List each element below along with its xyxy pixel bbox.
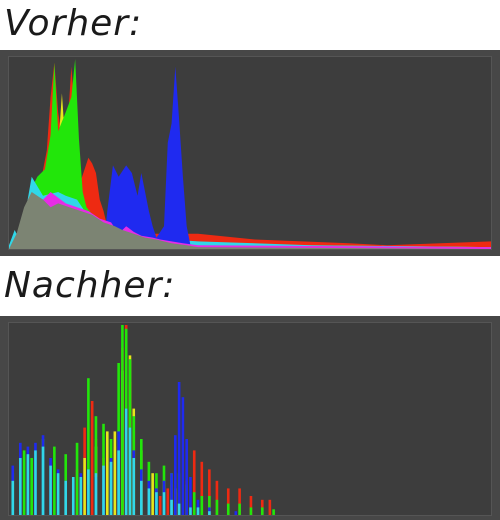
after-red-bar xyxy=(166,488,170,515)
after-histogram-panel xyxy=(0,316,500,520)
after-blue-bar xyxy=(181,397,185,515)
after-green-bar xyxy=(272,509,275,515)
after-blue-bar xyxy=(189,477,192,515)
after-cyan-bar xyxy=(79,477,83,515)
before-histogram-panel xyxy=(0,50,500,256)
after-cyan-bar xyxy=(11,480,15,515)
after-cyan-bar xyxy=(26,454,30,515)
after-green-bar xyxy=(94,416,98,515)
after-green-bar xyxy=(53,446,56,515)
after-blue-bar xyxy=(170,473,173,515)
after-yellow-bar xyxy=(151,473,154,515)
after-yellow-bar xyxy=(113,431,117,515)
after-cyan-bar xyxy=(71,477,75,515)
after-yellow-bar xyxy=(83,458,86,515)
after-cyan-bar xyxy=(64,480,68,515)
after-red-bar xyxy=(192,450,196,515)
after-red-bar xyxy=(90,401,94,515)
after-cyan-bar xyxy=(128,427,132,515)
after-cyan-bar xyxy=(117,450,120,515)
after-cyan-bar xyxy=(124,408,128,515)
after-cyan-bar xyxy=(140,480,143,515)
before-magenta-channel xyxy=(18,192,491,249)
after-cyan-bar xyxy=(34,450,37,515)
before-label: Vorher: xyxy=(4,3,143,44)
after-green-bar xyxy=(75,442,79,515)
after-histogram-plot xyxy=(8,322,492,516)
after-cyan-bar xyxy=(41,446,45,515)
after-yellow-bar xyxy=(105,431,109,515)
after-cyan-bar xyxy=(147,488,151,515)
after-cyan-bar xyxy=(132,458,136,515)
after-cyan-bar xyxy=(19,458,22,515)
after-cyan-bar xyxy=(49,465,52,515)
after-red-bar xyxy=(158,496,162,515)
after-green-bar xyxy=(192,492,196,515)
after-blue-bar xyxy=(174,435,177,515)
after-green-bar xyxy=(260,507,264,515)
after-green-bar xyxy=(226,503,230,515)
after-cyan-bar xyxy=(56,473,60,515)
after-cyan-bar xyxy=(155,492,158,515)
after-green-bar xyxy=(208,496,211,515)
after-blue-bar xyxy=(234,511,238,515)
after-red-bar xyxy=(200,461,204,515)
after-histogram-chart xyxy=(11,325,275,515)
after-green-bar xyxy=(200,496,204,515)
after-red-bar xyxy=(208,469,211,515)
after-cyan-bar xyxy=(177,503,181,515)
after-cyan-bar xyxy=(196,507,200,515)
after-cyan-bar xyxy=(102,465,105,515)
after-green-bar xyxy=(22,450,26,515)
after-cyan-bar xyxy=(170,499,173,515)
after-green-bar xyxy=(215,499,219,515)
after-cyan-bar xyxy=(208,511,211,515)
after-cyan-bar xyxy=(162,492,166,515)
after-cyan-bar xyxy=(109,461,113,515)
after-green-bar xyxy=(87,378,90,515)
before-gray-channel xyxy=(9,192,491,249)
after-green-bar xyxy=(121,325,124,515)
after-green-bar xyxy=(249,507,253,515)
after-green-bar xyxy=(30,458,33,515)
before-blue-channel xyxy=(9,66,491,249)
after-label: Nachher: xyxy=(4,265,176,306)
before-histogram-plot xyxy=(8,56,492,250)
after-blue-bar xyxy=(177,382,181,515)
after-blue-bar xyxy=(185,439,188,515)
after-cyan-bar xyxy=(87,469,90,515)
before-histogram-chart xyxy=(9,59,491,249)
after-green-bar xyxy=(238,503,241,515)
after-cyan-bar xyxy=(189,507,192,515)
after-cyan-bar xyxy=(94,473,98,515)
after-red-bar xyxy=(249,496,253,515)
after-red-bar xyxy=(226,488,230,515)
after-red-bar xyxy=(215,480,219,515)
after-red-bar xyxy=(268,499,272,515)
after-red-bar xyxy=(238,488,241,515)
